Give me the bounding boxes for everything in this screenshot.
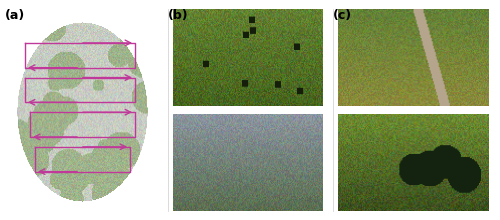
Text: (a): (a) <box>5 9 25 22</box>
Text: (c): (c) <box>332 9 351 22</box>
Text: (b): (b) <box>168 9 188 22</box>
